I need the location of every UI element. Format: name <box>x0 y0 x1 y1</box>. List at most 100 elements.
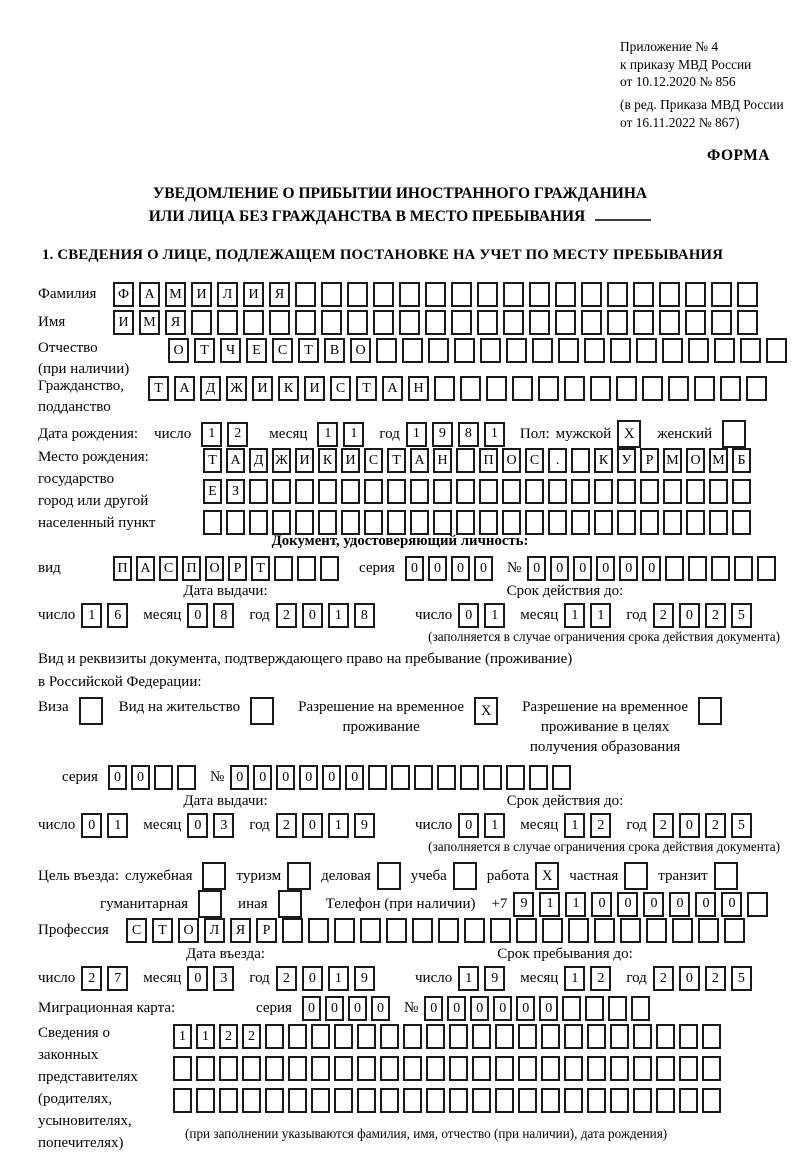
char-box[interactable]: Д <box>200 376 221 401</box>
char-box[interactable] <box>282 918 303 943</box>
char-box[interactable]: 2 <box>227 421 249 447</box>
char-box[interactable] <box>414 765 434 790</box>
char-box[interactable] <box>272 510 291 535</box>
char-box[interactable] <box>380 1024 399 1049</box>
visa-checkbox[interactable] <box>78 697 103 725</box>
char-box[interactable] <box>663 510 682 535</box>
char-box[interactable]: З <box>226 479 245 504</box>
char-box[interactable]: 0 <box>370 996 390 1021</box>
char-box[interactable]: 3 <box>213 966 235 991</box>
char-box[interactable] <box>265 1056 284 1081</box>
char-box[interactable] <box>685 282 706 307</box>
char-box[interactable] <box>318 510 337 535</box>
char-box[interactable] <box>548 479 567 504</box>
char-box[interactable] <box>341 510 360 535</box>
char-box[interactable] <box>368 765 388 790</box>
char-box[interactable]: И <box>304 376 325 401</box>
char-box[interactable] <box>646 918 667 943</box>
char-box[interactable]: 1 <box>458 966 480 991</box>
char-box[interactable]: 1 <box>539 891 561 917</box>
char-box[interactable] <box>698 918 719 943</box>
purpose-tourism-checkbox[interactable] <box>287 862 312 890</box>
char-box[interactable]: 2 <box>275 603 297 628</box>
char-box[interactable] <box>449 1056 468 1081</box>
char-box[interactable]: А <box>382 376 403 401</box>
char-box[interactable]: Т <box>298 338 319 363</box>
char-box[interactable] <box>688 556 708 581</box>
char-box[interactable]: И <box>252 376 273 401</box>
char-box[interactable]: 0 <box>516 996 536 1021</box>
char-box[interactable] <box>243 310 264 335</box>
char-box[interactable] <box>477 282 498 307</box>
char-box[interactable]: П <box>182 556 201 581</box>
char-box[interactable]: 0 <box>187 813 209 838</box>
char-box[interactable]: Д <box>249 448 268 473</box>
char-box[interactable] <box>656 1056 675 1081</box>
char-box[interactable] <box>686 510 705 535</box>
char-box[interactable] <box>724 918 745 943</box>
char-box[interactable]: Т <box>356 376 377 401</box>
char-box[interactable] <box>562 996 582 1021</box>
char-box[interactable] <box>737 310 758 335</box>
char-box[interactable] <box>558 338 579 363</box>
char-box[interactable] <box>479 479 498 504</box>
char-box[interactable]: 1 <box>565 891 587 917</box>
char-box[interactable] <box>688 338 709 363</box>
char-box[interactable] <box>737 282 758 307</box>
char-box[interactable]: У <box>617 448 636 473</box>
char-box[interactable]: С <box>126 918 147 943</box>
char-box[interactable] <box>219 1056 238 1081</box>
char-box[interactable]: С <box>159 556 178 581</box>
char-box[interactable]: С <box>330 376 351 401</box>
char-box[interactable] <box>541 1056 560 1081</box>
char-box[interactable]: 5 <box>730 813 752 838</box>
char-box[interactable]: 8 <box>457 421 479 447</box>
char-box[interactable] <box>217 310 238 335</box>
char-box[interactable] <box>495 1088 514 1113</box>
char-box[interactable]: С <box>364 448 383 473</box>
char-box[interactable]: 1 <box>564 603 586 628</box>
char-box[interactable]: Р <box>256 918 277 943</box>
char-box[interactable]: 8 <box>353 603 375 628</box>
char-box[interactable]: 0 <box>301 966 323 991</box>
char-box[interactable] <box>433 510 452 535</box>
char-box[interactable] <box>402 338 423 363</box>
char-box[interactable] <box>541 1088 560 1113</box>
char-box[interactable] <box>665 556 685 581</box>
purpose-work-checkbox[interactable]: X <box>535 862 560 890</box>
char-box[interactable]: Ч <box>220 338 241 363</box>
char-box[interactable] <box>709 479 728 504</box>
char-box[interactable]: 1 <box>405 421 427 447</box>
char-box[interactable] <box>506 765 526 790</box>
char-box[interactable] <box>387 479 406 504</box>
char-box[interactable]: 0 <box>130 765 150 790</box>
char-box[interactable]: 1 <box>81 603 103 628</box>
char-box[interactable] <box>610 338 631 363</box>
char-box[interactable] <box>617 479 636 504</box>
char-box[interactable] <box>460 376 481 401</box>
char-box[interactable]: 0 <box>617 891 639 917</box>
char-box[interactable] <box>173 1088 192 1113</box>
char-box[interactable] <box>590 376 611 401</box>
char-box[interactable] <box>410 479 429 504</box>
char-box[interactable] <box>506 338 527 363</box>
char-box[interactable]: 0 <box>187 966 209 991</box>
gender-male-checkbox[interactable]: X <box>617 420 642 448</box>
char-box[interactable]: 0 <box>447 996 467 1021</box>
char-box[interactable] <box>364 479 383 504</box>
char-box[interactable] <box>631 996 651 1021</box>
char-box[interactable] <box>456 479 475 504</box>
char-box[interactable] <box>295 282 316 307</box>
char-box[interactable]: К <box>278 376 299 401</box>
char-box[interactable] <box>564 1088 583 1113</box>
char-box[interactable] <box>532 338 553 363</box>
char-box[interactable]: П <box>479 448 498 473</box>
char-box[interactable]: 9 <box>353 813 375 838</box>
char-box[interactable] <box>594 479 613 504</box>
char-box[interactable]: 0 <box>424 996 444 1021</box>
char-box[interactable]: 0 <box>721 891 743 917</box>
char-box[interactable] <box>454 338 475 363</box>
char-box[interactable]: 0 <box>404 556 424 581</box>
char-box[interactable] <box>433 479 452 504</box>
char-box[interactable] <box>564 376 585 401</box>
